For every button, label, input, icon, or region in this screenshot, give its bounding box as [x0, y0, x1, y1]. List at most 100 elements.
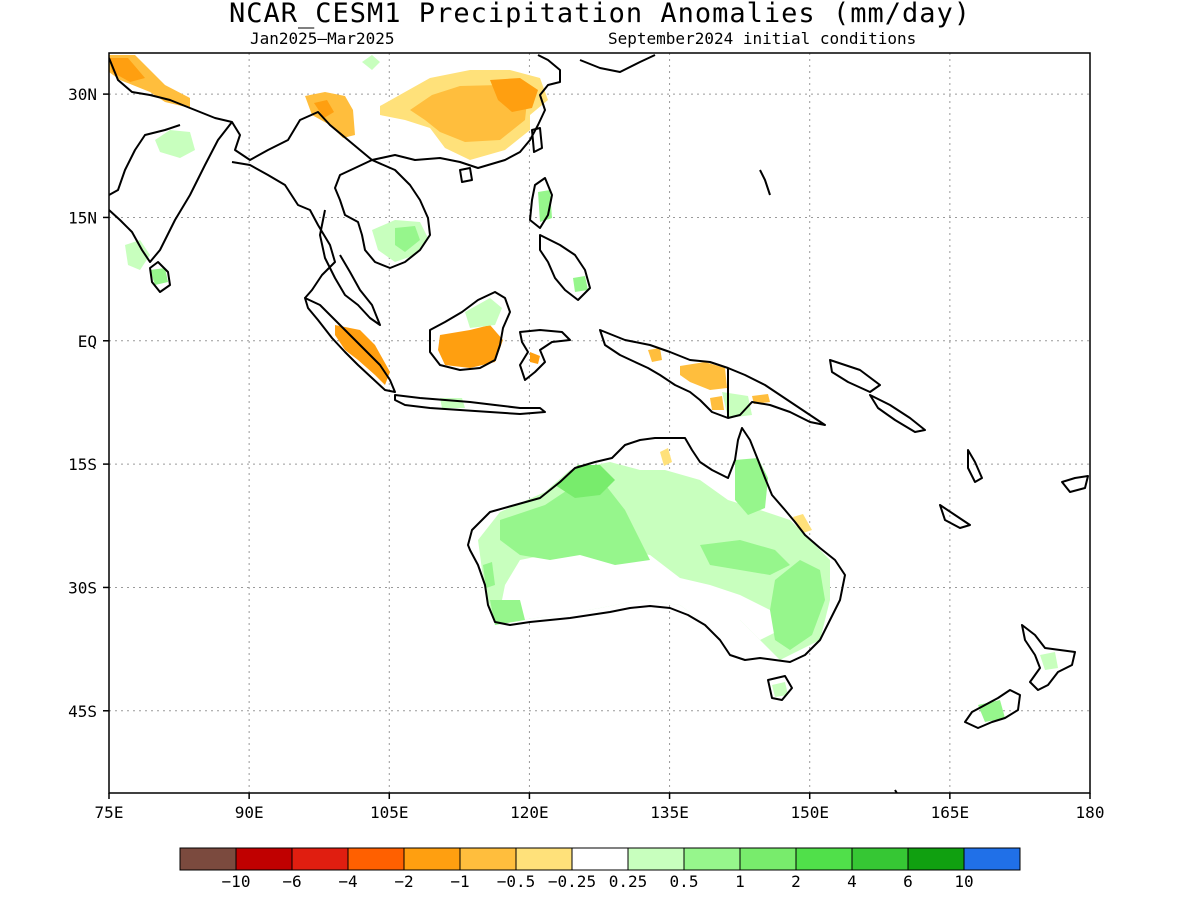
- anomaly-cape-york-top: [660, 448, 672, 466]
- anomaly-new-guinea: [680, 362, 727, 390]
- anomaly-sri-lanka: [125, 240, 150, 270]
- lon-tick-label: 120E: [510, 803, 549, 822]
- anomaly-indochina-core: [395, 226, 420, 252]
- anomaly-india-north: [155, 130, 195, 158]
- colorbar-label: −4: [338, 872, 357, 891]
- micronesia-dots: [759, 169, 898, 793]
- colorbar-label: −0.25: [548, 872, 596, 891]
- vanuatu: [967, 449, 983, 483]
- initial-conditions-note: September2024 initial conditions: [608, 29, 917, 48]
- taiwan: [531, 127, 543, 153]
- malay-peninsula: [319, 209, 381, 326]
- colorbar-label: −10: [222, 872, 251, 891]
- colorbar-label: 0.5: [670, 872, 699, 891]
- philippines-south: [539, 234, 591, 301]
- latitude-ticks: 30N 15N EQ 15S 30S 45S: [68, 85, 109, 721]
- java: [394, 394, 546, 415]
- anomaly-southwest-aus: [490, 600, 525, 625]
- anomaly-himalaya-east-core: [314, 100, 334, 118]
- sumatra: [304, 297, 396, 393]
- colorbar-label: −2: [394, 872, 413, 891]
- colorbar-swatch: [963, 847, 1021, 871]
- colorbar-swatch: [627, 847, 685, 871]
- borneo: [429, 291, 511, 371]
- anomaly-new-guinea-pt: [648, 348, 662, 362]
- anomaly-sumatra: [335, 325, 390, 385]
- lat-tick-label: 30N: [68, 85, 97, 104]
- lon-tick-label: 165E: [931, 803, 970, 822]
- anomaly-sri-lanka-2: [150, 268, 168, 285]
- anomaly-himalaya-west-core: [109, 58, 145, 82]
- colorbar-swatch: [347, 847, 405, 871]
- colorbar-label: 0.25: [609, 872, 648, 891]
- lon-tick-label: 150E: [790, 803, 829, 822]
- new-zealand-north: [1021, 624, 1076, 691]
- anomaly-sulawesi: [530, 352, 540, 364]
- india-west: [109, 124, 181, 196]
- lat-tick-label: EQ: [78, 332, 97, 351]
- colorbar: −10 −6 −4 −2 −1 −0.5 −0.25 0.25 0.5 1 2 4 6 10: [179, 847, 1021, 891]
- anomaly-australia-interior-white: [535, 570, 650, 600]
- anomaly-queensland-coast: [793, 514, 812, 534]
- japan-south: [579, 54, 656, 73]
- anomaly-cape-york: [735, 458, 768, 515]
- colorbar-label: 10: [954, 872, 973, 891]
- anomaly-east-australia: [770, 560, 825, 650]
- lon-tick-label: 180: [1076, 803, 1105, 822]
- lat-tick-label: 15N: [68, 208, 97, 227]
- hainan: [459, 167, 473, 183]
- lat-tick-label: 30S: [68, 578, 97, 597]
- colorbar-label: 6: [903, 872, 913, 891]
- anomaly-east-australia-band: [700, 540, 790, 575]
- anomaly-new-guinea-wet: [722, 392, 752, 418]
- lon-tick-label: 105E: [370, 803, 409, 822]
- colorbar-label: 1: [735, 872, 745, 891]
- colorbar-label: 4: [847, 872, 857, 891]
- lat-tick-label: 15S: [68, 455, 97, 474]
- colorbar-label: −0.5: [497, 872, 536, 891]
- new-caledonia: [939, 504, 971, 529]
- anomaly-se-queensland: [752, 394, 770, 404]
- anomaly-tasmania: [772, 682, 788, 697]
- indochina-coast: [334, 159, 431, 269]
- new-guinea: [599, 329, 826, 426]
- colorbar-swatch: [291, 847, 349, 871]
- anomaly-borneo-north: [465, 298, 502, 328]
- map-gridlines: [109, 53, 1090, 793]
- colorbar-label: 2: [791, 872, 801, 891]
- colorbar-label: −6: [282, 872, 301, 891]
- fiji: [1061, 475, 1089, 493]
- colorbar-swatch: [515, 847, 573, 871]
- asia-mainland-coast: [109, 54, 561, 169]
- tasmania: [767, 675, 793, 701]
- coastlines: [109, 54, 1089, 793]
- lon-tick-label: 90E: [235, 803, 264, 822]
- anomaly-australia-northwest: [500, 478, 650, 565]
- lat-tick-label: 45S: [68, 702, 97, 721]
- sri-lanka: [149, 261, 171, 293]
- colorbar-swatch: [403, 847, 461, 871]
- colorbar-swatch: [795, 847, 853, 871]
- philippines-luzon: [529, 177, 553, 229]
- lon-tick-label: 75E: [95, 803, 124, 822]
- colorbar-swatch: [179, 847, 237, 871]
- sulawesi: [519, 329, 571, 381]
- anomaly-new-zealand-north: [1040, 652, 1058, 670]
- colorbar-swatch: [459, 847, 517, 871]
- anomaly-australia-dry-core: [500, 548, 780, 640]
- anomaly-china-core: [490, 78, 538, 112]
- map-frame: [108, 52, 1091, 794]
- colorbar-swatch: [571, 847, 629, 871]
- longitude-ticks: 75E 90E 105E 120E 135E 150E 165E 180: [95, 793, 1105, 822]
- anomaly-new-guinea-south: [710, 396, 724, 410]
- anomaly-field: [109, 55, 1058, 722]
- anomaly-west-aus-coast: [483, 562, 495, 588]
- forecast-period: Jan2025—Mar2025: [250, 29, 395, 48]
- colorbar-swatch: [851, 847, 909, 871]
- colorbar-swatch: [739, 847, 797, 871]
- colorbar-swatch: [683, 847, 741, 871]
- anomaly-tibet-small: [362, 55, 380, 70]
- solomons: [869, 394, 926, 433]
- new-britain: [829, 359, 881, 393]
